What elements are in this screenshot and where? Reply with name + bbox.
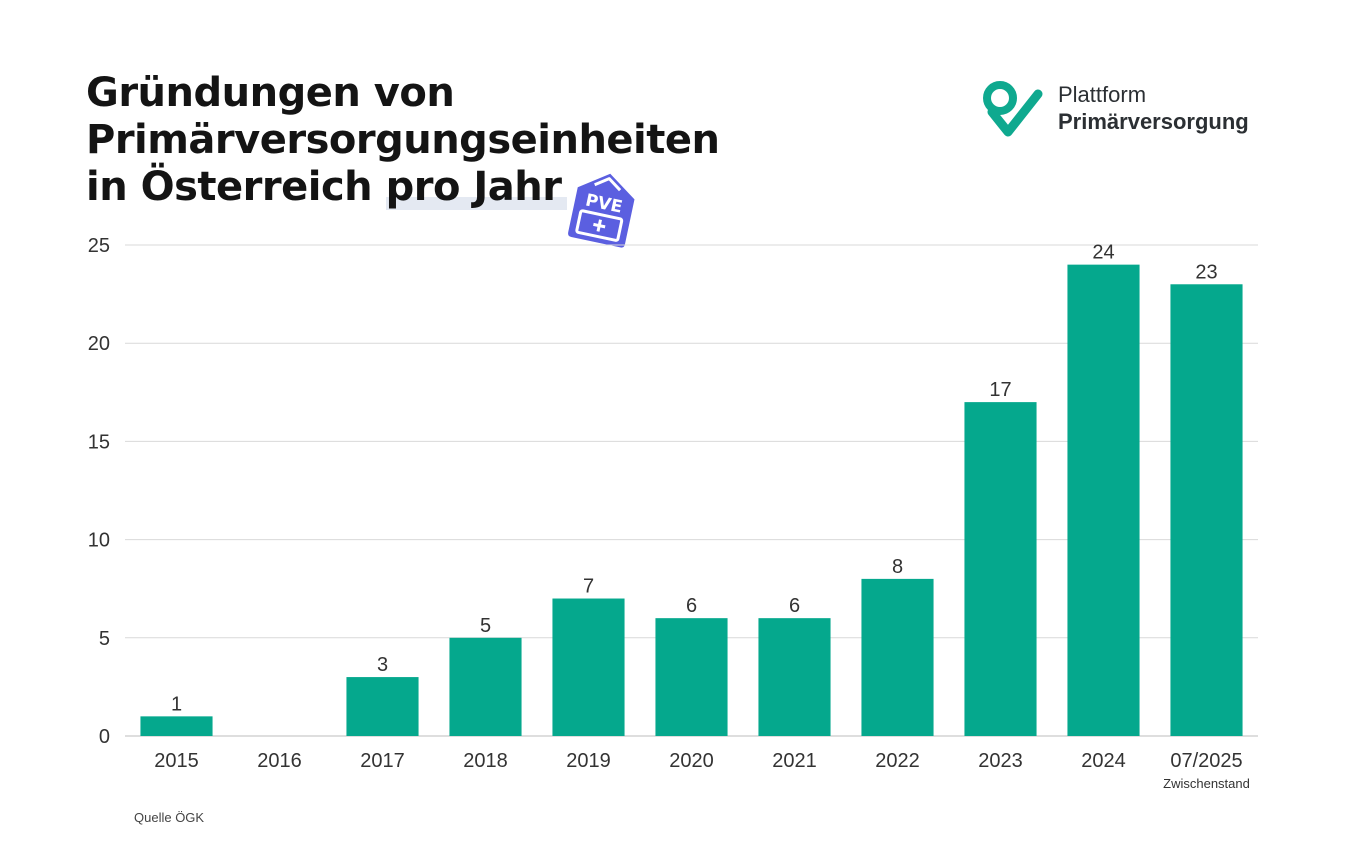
- bar: [449, 637, 522, 736]
- data-label: 5: [480, 615, 491, 637]
- title-line-3a: in Österreich: [86, 164, 386, 210]
- x-tick-label: 2023: [978, 750, 1023, 772]
- title-line-1: Gründungen von: [86, 70, 455, 116]
- data-label: 8: [892, 556, 903, 578]
- pve-badge: PVE: [560, 165, 646, 251]
- logo-line-1: Plattform: [1058, 82, 1147, 107]
- logo-line-2: Primärversorgung: [1058, 109, 1249, 134]
- bar: [861, 578, 934, 736]
- platform-logo-icon: [983, 81, 1043, 137]
- data-label: 6: [686, 595, 697, 617]
- data-label: 23: [1195, 261, 1217, 283]
- source-note: Quelle ÖGK: [134, 810, 205, 825]
- x-tick-label: 2019: [566, 750, 611, 772]
- x-tick-label: 2022: [875, 750, 920, 772]
- data-label: 24: [1092, 242, 1114, 264]
- bar: [552, 598, 625, 736]
- data-label: 3: [377, 654, 388, 676]
- bar: [655, 618, 728, 736]
- pve-badge-icon: PVE: [568, 173, 635, 248]
- x-tick-label: 2018: [463, 750, 508, 772]
- x-tick-label: 2016: [257, 750, 302, 772]
- title-line-3: in Österreich pro Jahr: [86, 164, 719, 211]
- x-tick-sublabel: Zwischenstand: [1163, 776, 1250, 791]
- y-tick-label: 10: [88, 530, 110, 552]
- y-tick-label: 0: [99, 726, 110, 748]
- y-tick-label: 25: [88, 235, 110, 257]
- bar: [1170, 284, 1243, 736]
- x-tick-label: 2024: [1081, 750, 1126, 772]
- x-tick-label: 2015: [154, 750, 199, 772]
- chart-title: Gründungen von Primärversorgungseinheite…: [86, 70, 720, 211]
- data-label: 6: [789, 595, 800, 617]
- x-tick-label: 2020: [669, 750, 714, 772]
- x-tick-label: 2017: [360, 750, 405, 772]
- bar: [758, 618, 831, 736]
- y-tick-label: 20: [88, 333, 110, 355]
- data-label: 1: [171, 693, 182, 715]
- bar: [964, 402, 1037, 736]
- data-label: 17: [989, 379, 1011, 401]
- x-tick-label: 07/2025: [1170, 750, 1242, 772]
- bar: [1067, 264, 1140, 736]
- y-tick-label: 5: [99, 628, 110, 650]
- data-label: 7: [583, 576, 594, 598]
- platform-logo: Plattform Primärversorgung: [980, 76, 1280, 140]
- y-tick-label: 15: [88, 431, 110, 453]
- x-tick-label: 2021: [772, 750, 817, 772]
- bar: [140, 716, 213, 736]
- title-line-2: Primärversorgungseinheiten: [86, 117, 720, 163]
- title-line-3b: pro Jahr: [385, 164, 568, 210]
- bar: [346, 677, 419, 736]
